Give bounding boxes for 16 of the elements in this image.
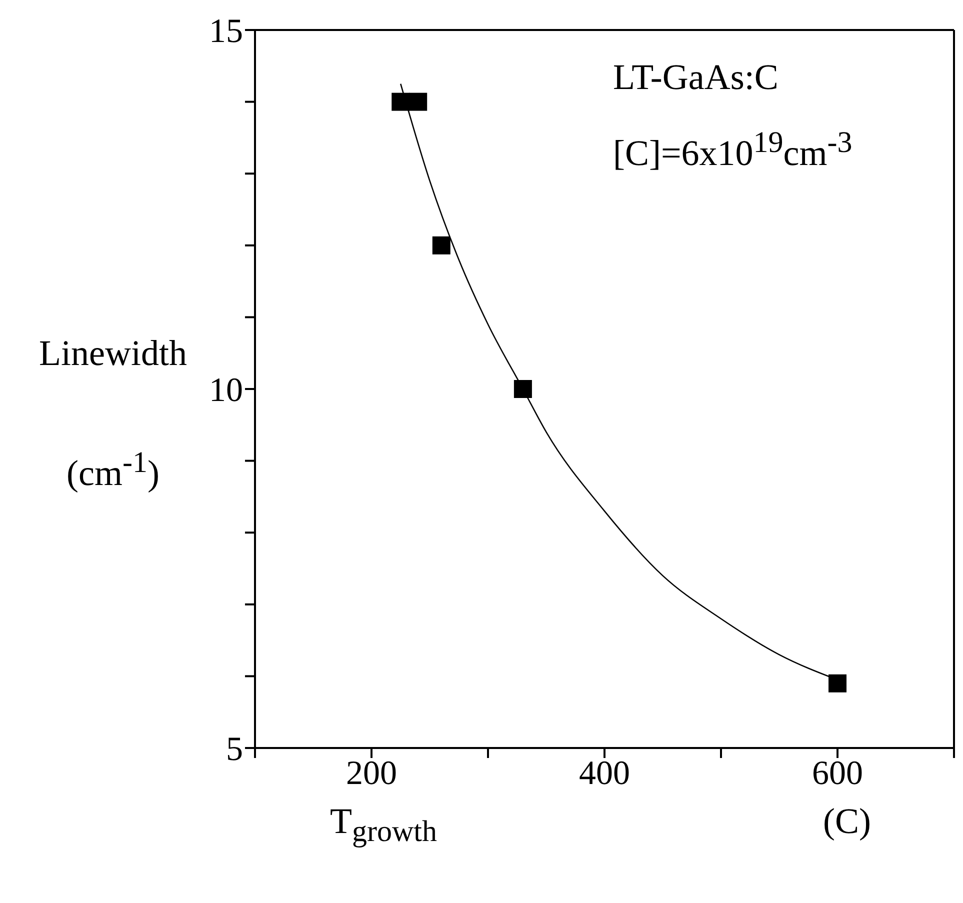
x-tick-label: 600 <box>812 755 863 792</box>
point <box>432 236 450 254</box>
point <box>828 674 846 692</box>
annotation: [C]=6x10$^{19}$cm$^{-3}$ <box>613 126 852 174</box>
text: Linewidth (cm$^{-1}$) <box>39 333 187 493</box>
y-tick-label: 5 <box>226 731 243 768</box>
point <box>409 92 428 111</box>
x-tick-label: 400 <box>579 755 630 792</box>
x-axis-title: T$_{growth}$ <box>330 800 437 850</box>
point <box>392 92 410 111</box>
text: (C) <box>823 800 871 842</box>
y-tick-label: 10 <box>209 372 243 410</box>
annotation: LT-GaAs:C <box>613 56 778 98</box>
y-tick-label: 15 <box>209 13 243 50</box>
x-tick-label: 200 <box>346 755 397 792</box>
point <box>514 380 532 398</box>
